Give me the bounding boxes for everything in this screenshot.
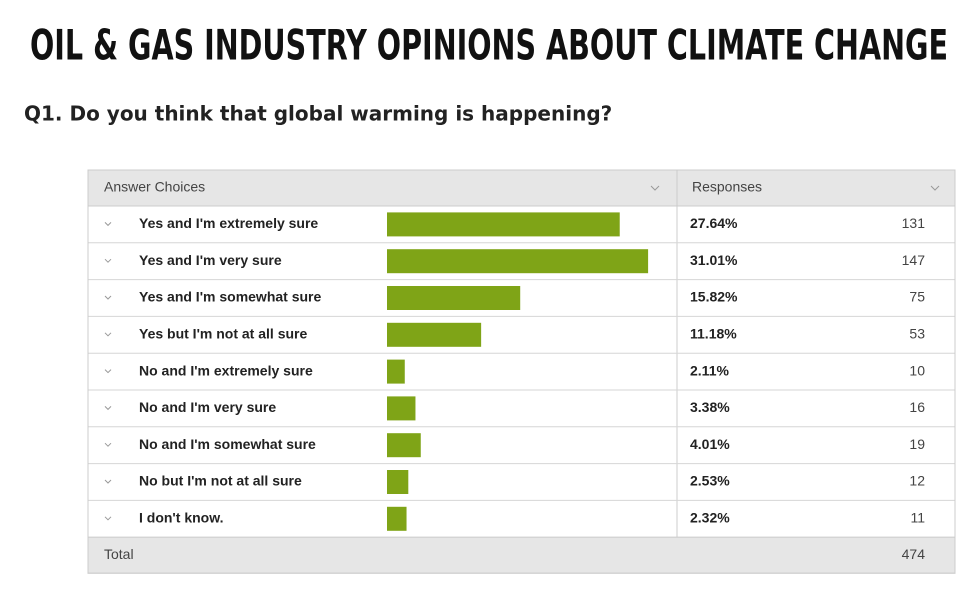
choice-label: No and I'm somewhat sure: [139, 436, 316, 452]
expand-icon[interactable]: [104, 222, 112, 227]
percent-label: 27.64%: [690, 215, 738, 231]
table-border: [87, 169, 956, 574]
bar: [387, 470, 409, 494]
choice-label: I don't know.: [139, 510, 223, 526]
choice-label: No and I'm extremely sure: [139, 362, 313, 378]
total-count: 474: [902, 546, 926, 562]
total-label: Total: [104, 546, 134, 562]
choice-label: Yes and I'm very sure: [139, 252, 282, 268]
page-title: OIL & GAS INDUSTRY OPINIONS ABOUT CLIMAT…: [30, 21, 948, 70]
count: 12: [909, 473, 925, 489]
expand-icon[interactable]: [104, 295, 112, 300]
question: Q1. Do you think that global warming is …: [24, 102, 612, 126]
table-header: [87, 169, 956, 207]
percent-label: 2.11%: [690, 362, 729, 378]
percent-label: 2.53%: [690, 473, 730, 489]
expand-icon[interactable]: [104, 442, 112, 447]
bar: [387, 359, 405, 384]
count: 75: [909, 289, 925, 305]
count: 16: [909, 399, 925, 415]
total-row: [87, 536, 956, 574]
count: 10: [909, 362, 925, 378]
percent-label: 11.18%: [690, 326, 737, 342]
choice-label: Yes but I'm not at all sure: [139, 326, 307, 342]
percent-label: 31.01%: [690, 252, 738, 268]
choice-label: Yes and I'm extremely sure: [139, 215, 318, 231]
percent-label: 3.38%: [690, 399, 730, 415]
sort-icon[interactable]: [650, 185, 660, 191]
bar: [387, 433, 421, 458]
expand-icon[interactable]: [104, 516, 112, 521]
bar: [387, 249, 649, 274]
choice-label: No and I'm very sure: [139, 399, 276, 415]
bar: [387, 286, 521, 310]
percent-label: 2.32%: [690, 510, 730, 526]
sort-icon[interactable]: [930, 185, 940, 191]
count: 147: [902, 252, 926, 268]
count: 11: [910, 510, 925, 526]
percent-label: 15.82%: [690, 289, 738, 305]
bar: [387, 322, 482, 347]
header-choices: Answer Choices: [104, 179, 205, 195]
choice-label: Yes and I'm somewhat sure: [139, 289, 322, 305]
expand-icon[interactable]: [104, 479, 112, 484]
expand-icon[interactable]: [104, 369, 112, 374]
expand-icon[interactable]: [104, 258, 112, 263]
choice-label: No but I'm not at all sure: [139, 473, 302, 489]
bar: [387, 506, 407, 531]
count: 53: [909, 326, 925, 342]
header-responses: Responses: [692, 179, 762, 195]
count: 131: [902, 215, 926, 231]
bar: [387, 212, 620, 237]
expand-icon[interactable]: [104, 332, 112, 337]
expand-icon[interactable]: [104, 406, 112, 411]
bar: [387, 396, 416, 421]
count: 19: [909, 436, 925, 452]
percent-label: 4.01%: [690, 436, 730, 452]
